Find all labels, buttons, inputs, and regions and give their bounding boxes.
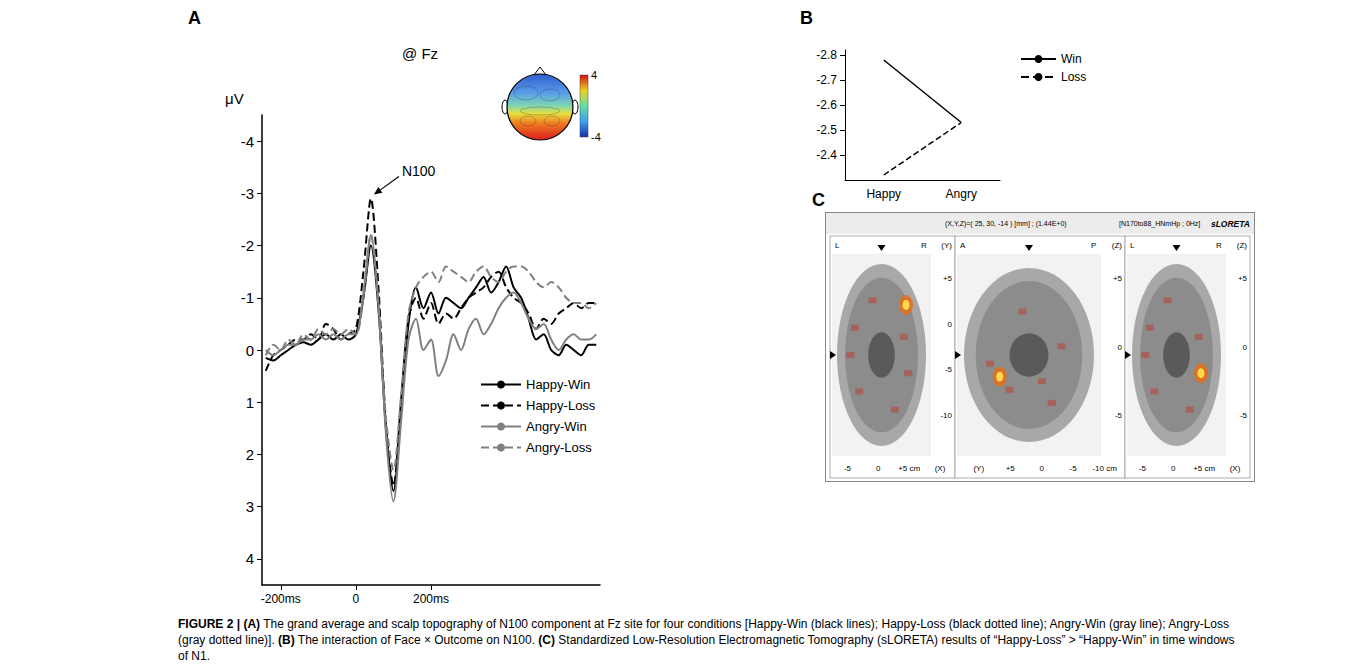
svg-text:0: 0 [948,320,953,329]
svg-text:Loss: Loss [1061,70,1086,84]
svg-text:-2.8: -2.8 [816,48,837,62]
svg-text:-2.6: -2.6 [816,98,837,112]
svg-text:4: 4 [591,69,597,81]
html-text:A: A [188,8,201,28]
svg-text:R: R [921,241,927,250]
svg-text:A: A [960,241,966,250]
svg-text:Angry: Angry [946,187,977,201]
svg-text:-5: -5 [1139,464,1147,473]
svg-text:-5: -5 [1115,411,1123,420]
svg-text:-2.7: -2.7 [816,73,837,87]
svg-text:(Z): (Z) [1237,241,1248,250]
svg-text:Happy: Happy [866,187,901,201]
svg-text:P: P [1091,241,1096,250]
svg-text:L: L [835,241,840,250]
svg-text:Win: Win [1061,52,1082,66]
svg-text:-3: -3 [241,185,254,202]
svg-text:(X,Y,Z)=( 25, 30, -14 ) [mm] ;: (X,Y,Z)=( 25, 30, -14 ) [mm] ; (1.44E+0) [945,220,1067,228]
svg-text:[N170to88_HNmHp ; 0Hz]: [N170to88_HNmHp ; 0Hz] [1119,220,1200,228]
svg-text:+5: +5 [1238,274,1248,283]
svg-text:-10 cm: -10 cm [1092,464,1117,473]
svg-text:-2.4: -2.4 [816,148,837,162]
svg-text:-2.5: -2.5 [816,123,837,137]
svg-text:+5 cm: +5 cm [1193,464,1215,473]
svg-text:-5: -5 [945,365,953,374]
svg-text:-5: -5 [844,464,852,473]
svg-text:-2: -2 [241,237,254,254]
svg-text:-10: -10 [940,411,952,420]
svg-text:-200ms: -200ms [261,592,301,606]
svg-text:+5: +5 [1113,274,1123,283]
svg-text:(Y): (Y) [941,241,952,250]
svg-text:0: 0 [1243,343,1248,352]
svg-text:2: 2 [246,446,254,463]
svg-text:+5: +5 [943,274,953,283]
svg-text:N100: N100 [402,163,436,179]
svg-text:(Z): (Z) [1112,241,1123,250]
html-text:C: C [812,190,825,210]
svg-text:(X): (X) [935,464,946,473]
svg-text:-5: -5 [1240,411,1248,420]
html-text:B: B [800,8,813,28]
svg-text:-4: -4 [591,131,601,143]
svg-text:Angry-Win: Angry-Win [526,419,587,434]
svg-text:μV: μV [225,90,244,107]
svg-text:3: 3 [246,498,254,515]
svg-text:-5: -5 [1070,464,1078,473]
svg-text:Happy-Loss: Happy-Loss [526,398,596,413]
svg-text:0: 0 [246,342,254,359]
svg-text:0: 0 [876,464,881,473]
svg-text:0: 0 [1171,464,1176,473]
svg-text:sLORETA: sLORETA [1211,219,1250,229]
svg-text:Happy-Win: Happy-Win [526,377,590,392]
svg-text:(X): (X) [1230,464,1241,473]
svg-text:1: 1 [246,394,254,411]
svg-text:R: R [1216,241,1222,250]
svg-text:0: 0 [1039,464,1044,473]
svg-text:Angry-Loss: Angry-Loss [526,440,592,455]
svg-text:@ Fz: @ Fz [402,45,438,62]
svg-text:-4: -4 [241,133,254,150]
svg-text:4: 4 [246,550,254,567]
svg-text:+5 cm: +5 cm [898,464,920,473]
svg-text:L: L [1130,241,1135,250]
html-text:FIGURE 2 | (A) The grand avera: FIGURE 2 | (A) The grand average and sca… [178,617,1235,663]
svg-text:200ms: 200ms [413,592,449,606]
svg-text:-1: -1 [241,289,254,306]
svg-text:+5: +5 [1006,464,1016,473]
svg-text:0: 0 [1118,343,1123,352]
svg-text:(Y): (Y) [973,464,984,473]
svg-text:0: 0 [353,592,360,606]
